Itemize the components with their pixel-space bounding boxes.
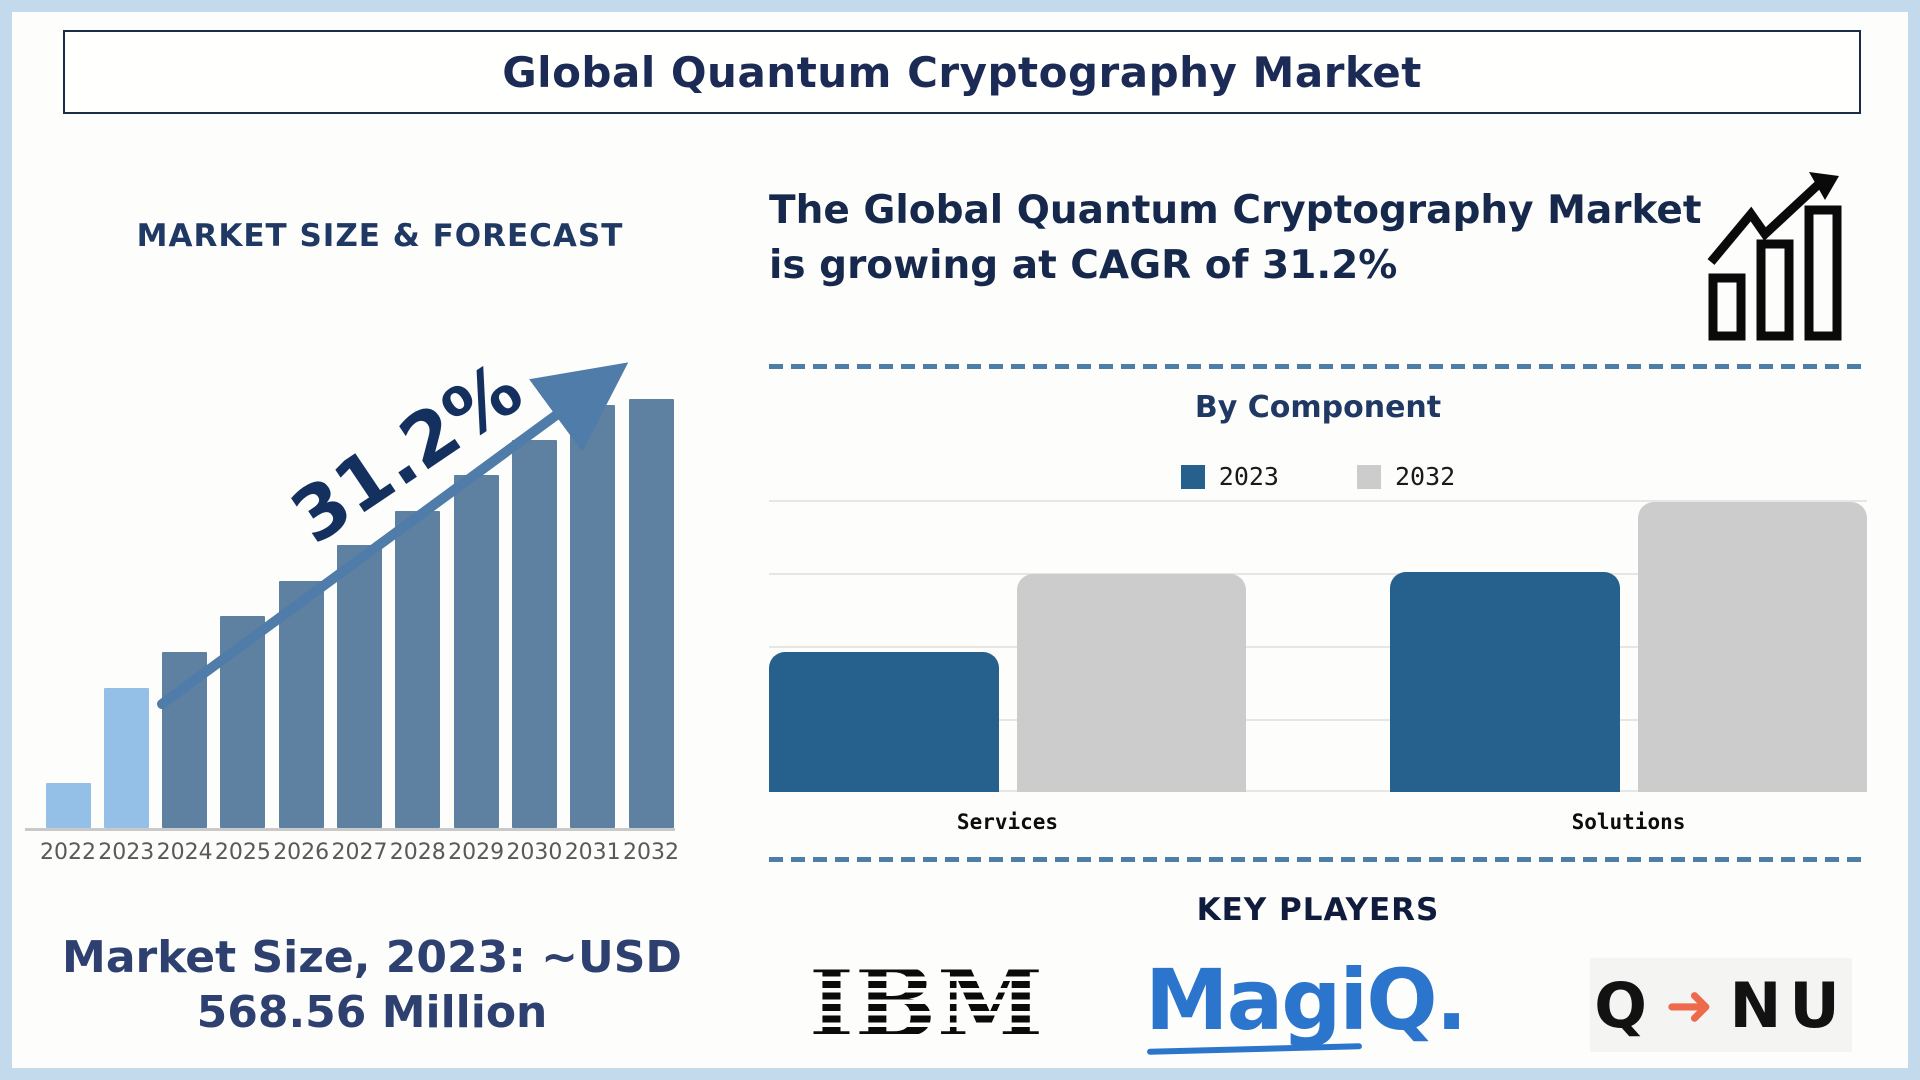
year-label-2032: 2032 [623,840,679,865]
qnu-logo-q: Q [1594,968,1655,1042]
year-label-2030: 2030 [506,840,563,865]
year-label-2029: 2029 [448,840,505,865]
component-bar-chart: Services Solutions [769,492,1867,834]
legend-item-2023: 2023 [1180,462,1279,491]
year-label-2024: 2024 [156,840,213,865]
qnu-logo-arrow-icon: ➜ [1664,971,1714,1039]
forecast-bar-2026 [278,581,324,828]
bar-chart-growth-icon [1707,172,1842,341]
gridline-1 [769,573,1867,575]
gridline-3 [769,719,1867,721]
growth-trend-arrow [157,362,629,709]
dashed-divider-bottom [769,857,1866,862]
component-bar-services-2023 [769,652,999,792]
forecast-bar-2027 [337,545,382,828]
forecast-x-axis-labels: 2022 2023 2024 2025 2026 2027 2028 2029 2030 2031… [25,840,685,870]
market-size-note: Market Size, 2023: ~USD 568.56 Million [62,932,682,1038]
gridline-2 [769,646,1867,648]
ibm-logo-text: IBM [809,947,1045,1060]
legend-label-2023: 2023 [1218,462,1279,491]
forecast-bar-2032 [628,399,674,828]
forecast-bar-chart [25,382,685,828]
ibm-logo: IBM [809,947,1045,1060]
forecast-chart-title: MARKET SIZE & FORECAST [136,218,624,254]
year-label-2027: 2027 [331,840,388,865]
component-bar-solutions-2023 [1390,572,1620,792]
magiq-logo: MagiQ. [1145,950,1468,1060]
forecast-bar-2031 [570,405,616,828]
year-label-2022: 2022 [40,840,96,865]
forecast-bar-2023 [103,688,149,828]
legend-swatch-2023 [1180,464,1205,489]
forecast-x-axis [25,828,675,831]
gridline-4 [769,790,1867,792]
year-label-2025: 2025 [214,840,271,865]
category-label-solutions: Solutions [1571,810,1686,834]
page-title: Global Quantum Cryptography Market [502,47,1422,97]
qnu-logo-nu: NU [1729,968,1848,1042]
legend-label-2032: 2032 [1395,462,1456,491]
year-label-2028: 2028 [389,840,446,865]
magiq-logo-text: MagiQ [1145,951,1438,1049]
component-chart-legend: 2023 2032 [769,462,1867,491]
headline-text: The Global Quantum Cryptography Market i… [769,188,1702,288]
key-players-title: KEY PLAYERS [1196,892,1440,928]
component-bar-solutions-2032 [1638,502,1867,792]
dashed-divider-top [769,364,1866,369]
forecast-bar-2029 [453,475,499,828]
component-bar-services-2032 [1017,574,1246,792]
legend-swatch-2032 [1357,464,1381,489]
year-label-2023: 2023 [98,840,155,865]
forecast-bar-2030 [511,440,557,828]
title-box: Global Quantum Cryptography Market [63,30,1861,114]
forecast-bar-2028 [395,511,441,828]
year-label-2031: 2031 [564,840,621,865]
year-label-2026: 2026 [273,840,330,865]
qnu-logo: Q ➜ NU [1590,958,1852,1052]
forecast-bar-2022 [45,783,91,828]
gridline-0 [769,500,1867,502]
magiq-logo-dot: . [1435,951,1468,1049]
component-chart-title: By Component [1194,390,1442,425]
legend-item-2032: 2032 [1357,462,1455,491]
category-label-services: Services [956,810,1059,834]
